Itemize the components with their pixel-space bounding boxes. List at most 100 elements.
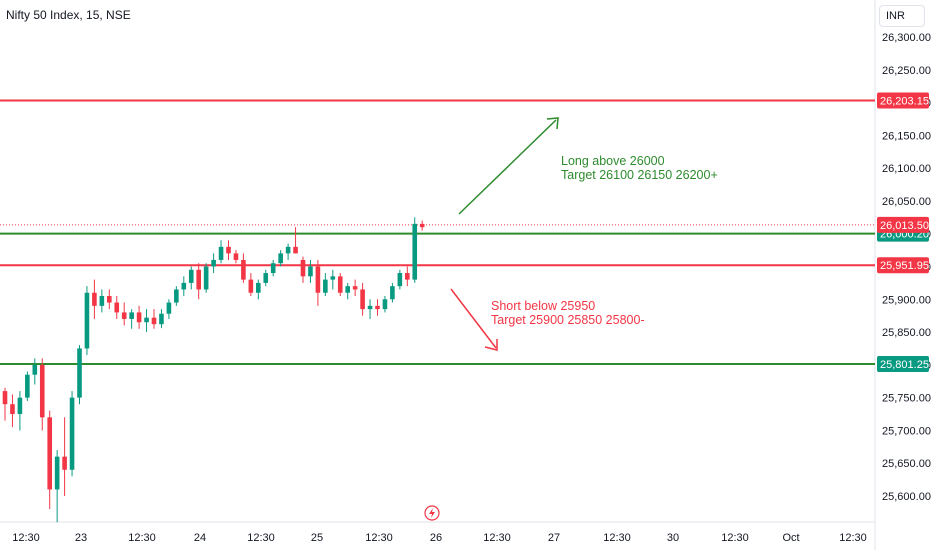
candle-body[interactable] [405,273,410,280]
symbol-title[interactable]: Nifty 50 Index, 15, NSE [6,8,131,22]
lightning-icon[interactable] [424,505,440,521]
candle-body[interactable] [151,317,157,325]
candle-body[interactable] [17,397,23,415]
lightning-icon-bolt [429,508,435,518]
candle-body[interactable] [263,273,269,283]
candle-body[interactable] [337,276,343,293]
candle-body[interactable] [226,246,231,254]
long-annotation-text: Target 26100 26150 26200+ [561,168,718,182]
candle-body[interactable] [352,286,358,290]
candle-body[interactable] [129,312,134,319]
candle-body[interactable] [248,279,254,293]
short-arrow-head [484,339,498,351]
level-price-badge: 25,801.25 [880,359,929,371]
x-tick-label: 30 [667,532,679,544]
candle-body[interactable] [92,292,97,306]
candle-body[interactable] [10,404,15,415]
x-tick-label: 27 [548,532,560,544]
candle-body[interactable] [99,296,105,306]
candle-body[interactable] [181,282,187,290]
candle-body[interactable] [323,279,328,293]
x-tick-label: 25 [311,532,323,544]
short-annotation-text: Short below 25950 [491,299,595,313]
candle-body[interactable] [300,259,306,277]
x-tick-label: Oct [782,532,799,544]
candle-body[interactable] [382,299,388,310]
y-tick-label: 25,850.00 [882,327,931,339]
candle-body[interactable] [77,348,82,398]
candle-body[interactable] [390,286,395,300]
long-arrow-line [458,119,557,215]
candle-body[interactable] [278,253,283,264]
x-tick-label: 12:30 [839,532,867,544]
candle-body[interactable] [39,364,45,418]
candle-body[interactable] [136,312,142,323]
candle-body[interactable] [144,317,149,323]
currency-button[interactable]: INR [879,5,925,27]
y-tick-label: 25,700.00 [882,425,931,437]
candle-body[interactable] [84,292,90,349]
y-tick-label: 25,750.00 [882,393,931,405]
candle-body[interactable] [121,312,127,319]
candle-body[interactable] [330,276,336,280]
last-price-badge: 26,013.50 [880,220,929,232]
level-price-badge: 26,203.15 [880,96,929,108]
x-tick-label: 12:30 [603,532,631,544]
x-tick-label: 12:30 [483,532,511,544]
candle-body[interactable] [345,286,350,293]
candle-body[interactable] [241,259,246,280]
candle-body[interactable] [293,246,298,254]
candle-body[interactable] [62,456,67,470]
x-tick-label: 12:30 [365,532,393,544]
x-tick-label: 24 [194,532,206,544]
candle-body[interactable] [114,302,120,313]
candle-body[interactable] [2,391,8,405]
y-tick-label: 25,650.00 [882,458,931,470]
x-tick-label: 12:30 [128,532,156,544]
candle-body[interactable] [233,253,239,260]
candle-body[interactable] [196,269,201,290]
x-tick-label: 12:30 [12,532,40,544]
candle-body[interactable] [166,302,172,314]
candle-body[interactable] [32,364,38,375]
candle-body[interactable] [211,259,216,267]
y-tick-label: 26,250.00 [882,65,931,77]
candle-body[interactable] [315,266,321,293]
y-tick-label: 25,600.00 [882,491,931,503]
x-tick-label: 26 [430,532,442,544]
short-annotation-text: Target 25900 25850 25800- [491,313,645,327]
short-arrow-line [450,288,497,349]
candle-body[interactable] [419,223,425,228]
candle-body[interactable] [270,263,276,274]
long-annotation-text: Long above 26000 [561,154,665,168]
candle-body[interactable] [54,456,60,490]
last-price-badge-bg [877,216,929,233]
candle-body[interactable] [308,266,313,277]
y-tick-label: 26,100.00 [882,163,931,175]
candle-body[interactable] [218,246,224,260]
y-tick-label: 26,050.00 [882,196,931,208]
y-tick-label: 26,150.00 [882,130,931,142]
candle-body[interactable] [107,296,112,303]
candle-body[interactable] [203,266,209,290]
candle-body[interactable] [285,246,291,254]
candle-body[interactable] [159,313,164,325]
level-price-badge-bg [877,356,929,373]
level-price-badge-bg [877,92,929,109]
candle-body[interactable] [367,305,373,310]
level-price-badge: 25,951.95 [880,260,929,272]
candle-body[interactable] [47,417,52,490]
candle-body[interactable] [174,289,179,303]
candle-body[interactable] [397,273,403,287]
candle-body[interactable] [375,305,380,310]
candle-body[interactable] [256,282,261,293]
candle-body[interactable] [188,269,194,283]
candle-body[interactable] [412,223,418,280]
candle-body[interactable] [25,374,30,398]
x-tick-label: 12:30 [247,532,275,544]
y-tick-label: 26,300.00 [882,32,931,44]
candle-body[interactable] [69,397,75,470]
level-price-badge-bg [877,257,929,274]
candle-body[interactable] [360,289,365,310]
